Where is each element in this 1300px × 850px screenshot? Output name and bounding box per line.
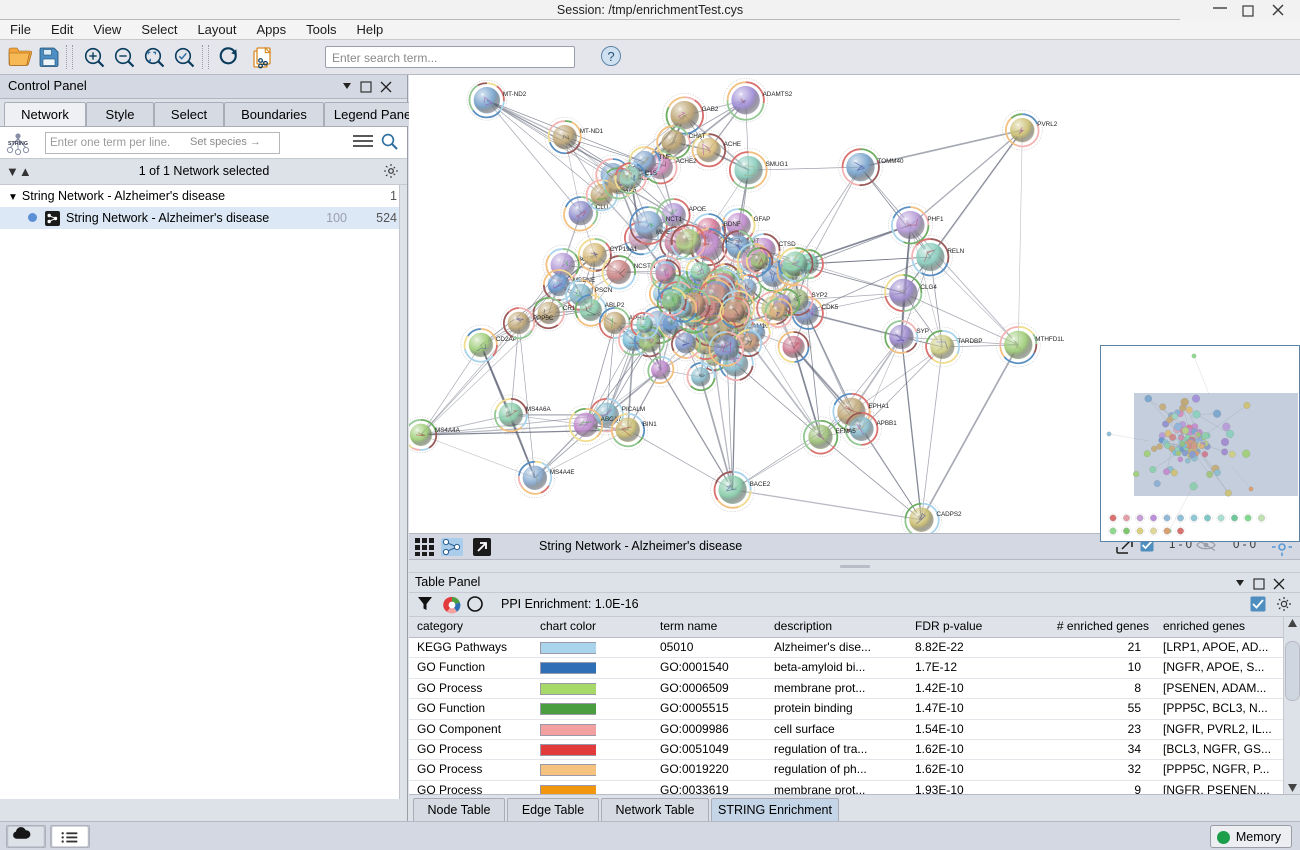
svg-text:PHF1: PHF1 [927, 216, 944, 223]
svg-text:SYP2: SYP2 [812, 292, 829, 299]
svg-text:MS4A4E: MS4A4E [550, 469, 575, 476]
svg-text:SMUG1: SMUG1 [766, 161, 789, 168]
svg-text:CHAT: CHAT [689, 133, 706, 140]
svg-text:NCT1: NCT1 [666, 216, 683, 223]
svg-text:GFAP: GFAP [754, 216, 771, 223]
svg-text:MS4A6A: MS4A6A [526, 406, 552, 413]
svg-text:ACHE2: ACHE2 [676, 158, 697, 165]
svg-text:MT-ND2: MT-ND2 [503, 91, 527, 98]
svg-text:CTSD: CTSD [779, 241, 797, 248]
svg-text:BIN1: BIN1 [643, 421, 657, 428]
svg-text:CLG4: CLG4 [920, 284, 937, 291]
svg-text:APBB1: APBB1 [876, 420, 897, 427]
svg-text:APOE: APOE [689, 206, 706, 213]
svg-text:MS4A4A: MS4A4A [435, 427, 461, 434]
svg-text:TARDBP: TARDBP [957, 338, 982, 345]
svg-text:RELN: RELN [947, 248, 964, 255]
svg-text:PSCN: PSCN [595, 287, 613, 294]
svg-text:CDK5: CDK5 [822, 304, 839, 311]
svg-text:PPP5C: PPP5C [533, 315, 554, 322]
svg-text:PICALM: PICALM [622, 406, 645, 413]
svg-text:TNF: TNF [659, 154, 671, 161]
svg-text:ACHE: ACHE [724, 141, 741, 148]
svg-text:CYP19A1: CYP19A1 [610, 246, 638, 253]
svg-text:STRING: STRING [8, 141, 28, 147]
svg-text:C1S: C1S [645, 170, 657, 177]
svg-text:?: ? [607, 49, 614, 64]
svg-text:BDNF: BDNF [724, 221, 741, 228]
svg-text:ADAMTS2: ADAMTS2 [763, 91, 793, 98]
svg-text:BACE2: BACE2 [750, 481, 771, 488]
svg-text:CR1: CR1 [563, 305, 576, 312]
svg-text:MT-ND1: MT-ND1 [580, 128, 604, 135]
svg-text:TOMM40: TOMM40 [877, 158, 904, 165]
svg-text:SYP: SYP [916, 328, 929, 335]
svg-text:MTHFD1L: MTHFD1L [1035, 336, 1064, 343]
svg-text:PVRL2: PVRL2 [1037, 121, 1057, 128]
svg-text:CADPS2: CADPS2 [936, 511, 962, 518]
svg-text:GAB2: GAB2 [702, 106, 719, 113]
svg-text:EFNA5: EFNA5 [836, 428, 857, 435]
svg-text:EPHA1: EPHA1 [868, 403, 889, 410]
